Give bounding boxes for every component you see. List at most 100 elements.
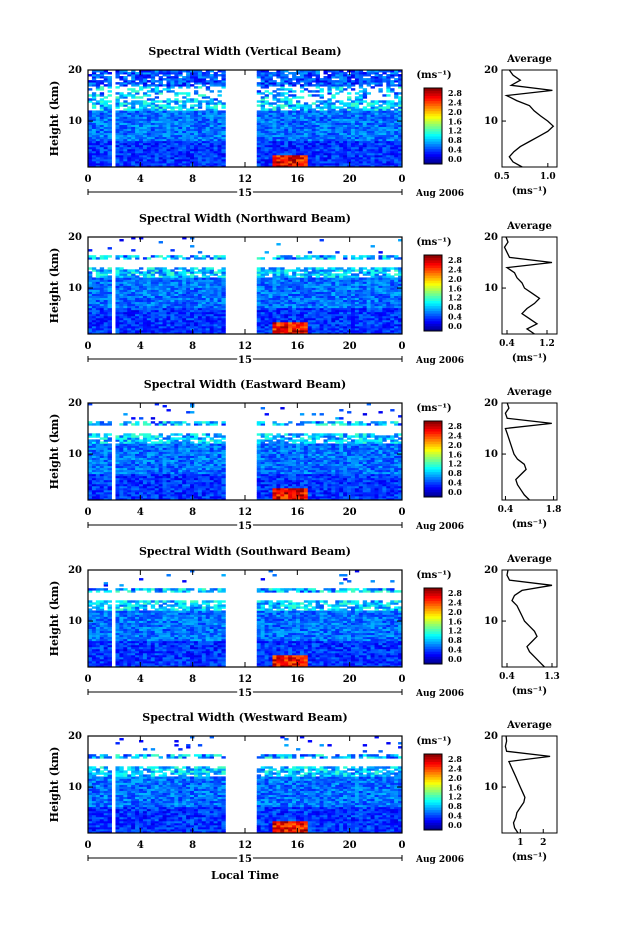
heatmap-cell — [303, 72, 309, 75]
heatmap-cell — [209, 267, 214, 270]
heatmap-cell — [362, 82, 368, 85]
heatmap-cell — [284, 78, 289, 81]
heatmap-cell — [354, 126, 360, 130]
heatmap-cell — [398, 104, 403, 107]
heatmap-cell — [217, 287, 222, 290]
heatmap-cell — [119, 269, 124, 272]
heatmap-cell — [209, 285, 214, 288]
heatmap-cell — [135, 110, 140, 113]
heatmap-cell — [91, 116, 97, 119]
heatmap-cell — [284, 279, 289, 282]
heatmap-cell — [197, 317, 203, 321]
heatmap-cell — [272, 136, 277, 140]
heatmap-cell — [284, 331, 289, 335]
heatmap-cell — [390, 90, 395, 93]
heatmap-cell — [358, 160, 364, 164]
heatmap-cell — [311, 144, 317, 148]
heatmap-cell — [95, 144, 101, 148]
heatmap-cell — [170, 321, 175, 325]
heatmap-cell — [209, 295, 214, 299]
heatmap-cell — [91, 283, 97, 286]
heatmap-cell — [205, 114, 211, 117]
heatmap-cell — [221, 331, 226, 335]
heatmap-cell — [292, 283, 297, 286]
heatmap-cell — [347, 76, 352, 79]
heatmap-cell — [354, 142, 360, 146]
heatmap-cell — [307, 148, 313, 152]
heatmap-cell — [197, 146, 203, 150]
heatmap-cell — [182, 160, 187, 164]
heatmap-cell — [327, 102, 332, 105]
heatmap-cell — [319, 156, 324, 160]
heatmap-cell — [186, 285, 191, 288]
heatmap-cell — [303, 152, 309, 156]
heatmap-cell — [339, 321, 344, 325]
heatmap-cell — [190, 98, 195, 101]
heatmap-cell — [103, 104, 109, 107]
heatmap-cell — [276, 321, 281, 325]
heatmap-cell — [343, 319, 348, 323]
heatmap-cell — [174, 299, 179, 303]
heatmap-cell — [115, 110, 120, 113]
heatmap-cell — [390, 162, 395, 166]
heatmap-cell — [370, 148, 375, 152]
heatmap-cell — [127, 110, 132, 113]
heatmap-cell — [186, 329, 191, 333]
heatmap-cell — [142, 303, 148, 307]
heatmap-cell — [166, 325, 171, 329]
heatmap-cell — [378, 70, 383, 73]
heatmap-cell — [264, 277, 269, 280]
heatmap-cell — [390, 164, 395, 168]
heatmap-cell — [347, 150, 352, 154]
heatmap-cell — [331, 146, 336, 150]
heatmap-cell — [182, 124, 187, 127]
heatmap-cell — [88, 136, 93, 140]
heatmap-cell — [288, 315, 293, 319]
colorbar-segment — [424, 131, 442, 134]
heatmap-cell — [103, 277, 109, 280]
heatmap-cell — [123, 118, 128, 121]
heatmap-cell — [280, 164, 285, 168]
heatmap-cell — [280, 82, 285, 85]
heatmap-cell — [139, 277, 144, 280]
heatmap-cell — [103, 100, 109, 103]
heatmap-cell — [288, 277, 293, 280]
heatmap-cell — [276, 295, 281, 299]
heatmap-cell — [119, 313, 124, 317]
heatmap-cell — [95, 273, 101, 276]
heatmap-cell — [213, 331, 218, 335]
heatmap-cell — [343, 305, 348, 309]
heatmap-cell — [142, 329, 148, 333]
heatmap-cell — [158, 293, 163, 297]
heatmap-cell — [205, 301, 211, 305]
heatmap-cell — [158, 118, 163, 121]
heatmap-cell — [182, 313, 187, 317]
heatmap-cell — [221, 114, 226, 117]
heatmap-cell — [146, 104, 152, 107]
heatmap-cell — [131, 108, 136, 111]
heatmap-cell — [91, 323, 97, 327]
heatmap-cell — [162, 116, 167, 119]
heatmap-cell — [350, 106, 356, 109]
heatmap-cell — [162, 281, 167, 284]
heatmap-cell — [299, 118, 305, 121]
heatmap-cell — [307, 275, 313, 278]
heatmap-cell — [209, 100, 214, 103]
heatmap-cell — [88, 317, 93, 321]
heatmap-cell — [217, 311, 222, 315]
heatmap-cell — [213, 124, 218, 127]
heatmap-cell — [354, 120, 360, 123]
heatmap-cell — [311, 140, 317, 144]
heatmap-cell — [127, 120, 132, 123]
heatmap-cell — [276, 120, 281, 123]
heatmap-cell — [358, 70, 364, 73]
heatmap-cell — [272, 325, 277, 329]
heatmap-cell — [131, 305, 136, 309]
heatmap-cell — [127, 313, 132, 317]
heatmap-cell — [190, 307, 195, 311]
heatmap-cell — [99, 144, 105, 148]
heatmap-cell — [201, 144, 207, 148]
heatmap-cell — [131, 118, 136, 121]
heatmap-cell — [178, 160, 183, 164]
